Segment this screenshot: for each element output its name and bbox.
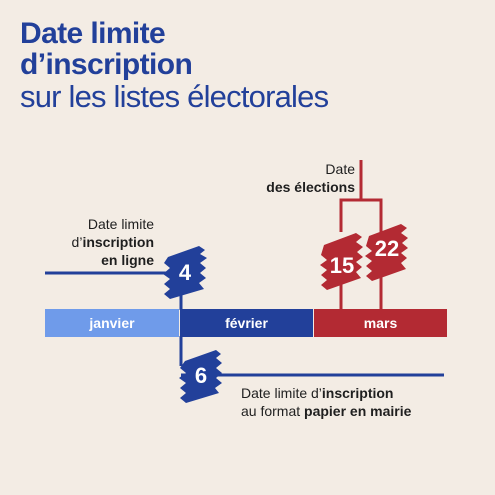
election-bracket (339, 198, 383, 232)
online-deadline-label-line-2-prefix: d’ (71, 234, 83, 250)
paper-deadline-label-line-2-bold: papier en mairie (304, 403, 412, 419)
paper-deadline-label-line-1-bold: inscription (321, 385, 394, 401)
title-line-2: d’inscription (20, 48, 193, 81)
online-deadline-label-line-3-bold: en ligne (101, 252, 154, 268)
online-deadline-label: Date limite d’inscription en ligne (72, 215, 154, 269)
round1-day-number: 15 (329, 253, 355, 278)
election-label-line-1: Date (325, 161, 355, 177)
paper-deadline-label-line-2-prefix: au format (241, 403, 305, 419)
election-label-line-2: des élections (266, 178, 355, 196)
paper-day-number: 6 (194, 363, 208, 388)
election-label: Date des élections (266, 160, 355, 196)
election-label-line-2-bold: des élections (266, 179, 355, 195)
month-february: février (180, 309, 313, 337)
online-deadline-label-line-2-bold: inscription (82, 234, 154, 250)
round1-day-badge (320, 233, 363, 290)
round2-day-number: 22 (374, 236, 400, 261)
title-line-1: Date limite (20, 17, 166, 50)
title-line-3: sur les listes électorales (20, 79, 329, 114)
online-day-number: 4 (178, 260, 192, 285)
online-deadline-label-line-1: Date limite (87, 216, 154, 232)
month-march: mars (314, 309, 447, 337)
page-title: Date limite d’inscription sur les listes… (20, 17, 329, 114)
round2-day-badge (365, 224, 408, 281)
online-day-badge (163, 246, 207, 299)
month-january: janvier (45, 309, 179, 337)
online-deadline-label-line-2: d’inscription (72, 233, 154, 251)
online-deadline-label-line-3: en ligne (72, 251, 154, 269)
paper-deadline-label: Date limite d’inscription au format papi… (241, 384, 411, 420)
paper-deadline-label-line-1-prefix: Date limite d’ (241, 385, 322, 401)
paper-day-badge (179, 350, 222, 403)
paper-deadline-label-line-2: au format papier en mairie (241, 402, 411, 420)
paper-deadline-label-line-1: Date limite d’inscription (241, 384, 411, 402)
